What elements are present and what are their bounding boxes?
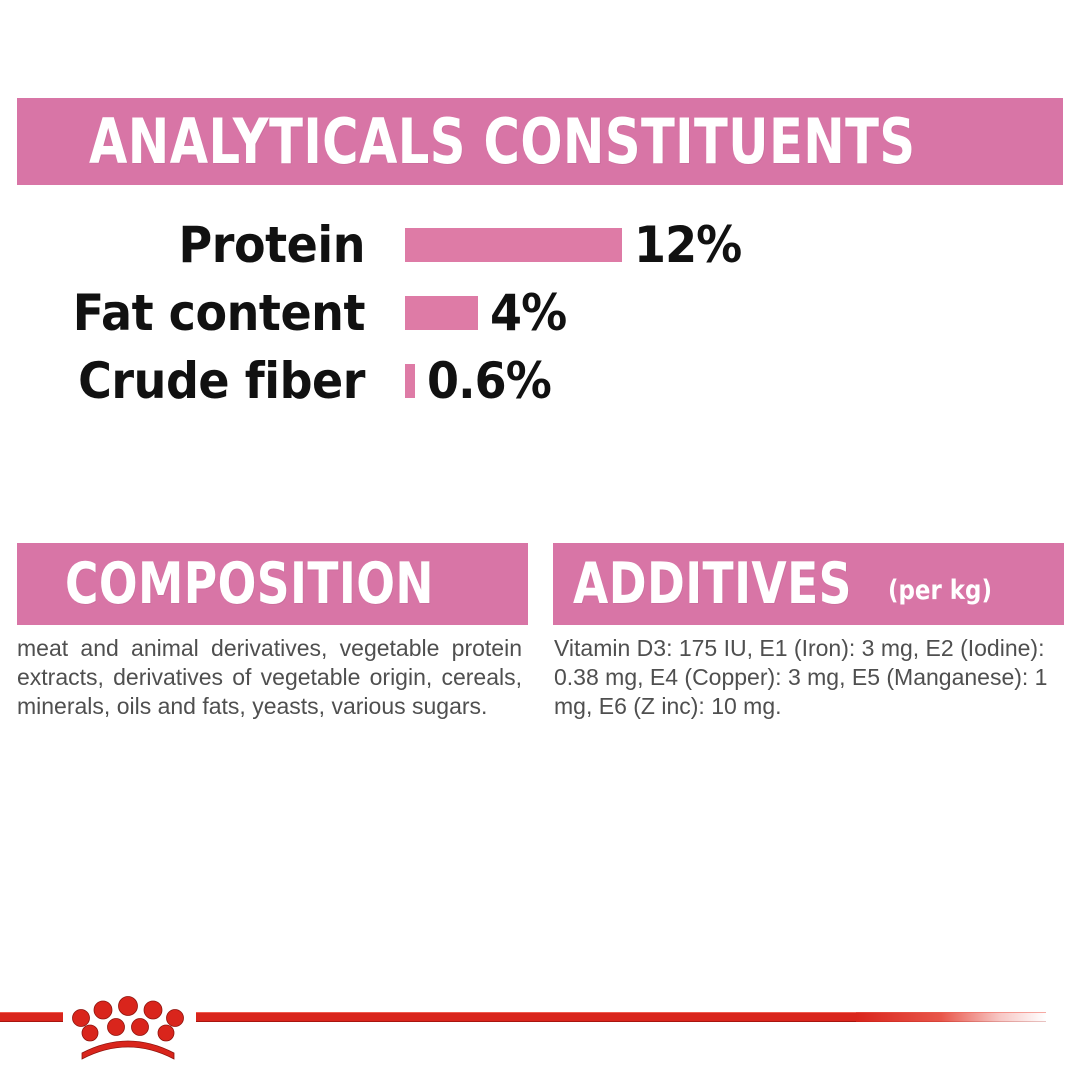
additives-heading-suffix: (per kg) <box>887 574 992 606</box>
analyticals-bar-fill <box>405 296 478 330</box>
footer-rule-right-fade <box>856 1012 1046 1022</box>
analyticals-bar-track <box>405 364 415 398</box>
footer-rule-left <box>0 1012 63 1022</box>
analyticals-bar-track <box>405 296 478 330</box>
analyticals-bar-fill <box>405 364 415 398</box>
analyticals-row-label: Protein <box>178 216 366 274</box>
footer-brand-bar <box>0 985 1080 1080</box>
analyticals-row-protein: Protein 12% <box>0 214 1080 282</box>
analyticals-heading-banner: ANALYTICALS CONSTITUENTS <box>17 98 1063 185</box>
analyticals-row-label: Fat content <box>72 284 366 342</box>
analyticals-row-value: 0.6% <box>427 352 552 410</box>
analyticals-heading-text: ANALYTICALS CONSTITUENTS <box>89 104 916 178</box>
additives-heading-text: ADDITIVES <box>573 550 852 617</box>
analyticals-chart: Protein 12% Fat content 4% Crude fiber 0… <box>0 214 1080 418</box>
analyticals-row-crude-fiber: Crude fiber 0.6% <box>0 350 1080 418</box>
composition-heading-banner: COMPOSITION <box>17 543 528 625</box>
analyticals-row-value: 4% <box>490 284 567 342</box>
analyticals-row-label: Crude fiber <box>78 352 365 410</box>
analyticals-bar-fill <box>405 228 622 262</box>
analyticals-row-fat-content: Fat content 4% <box>0 282 1080 350</box>
crown-base-arc <box>81 1040 175 1060</box>
additives-body-text: Vitamin D3: 175 IU, E1 (Iron): 3 mg, E2 … <box>554 635 1048 719</box>
composition-body-text: meat and animal derivatives, vegetable p… <box>17 635 522 719</box>
royal-canin-crown-icon <box>72 996 184 1060</box>
additives-heading-banner: ADDITIVES (per kg) <box>553 543 1064 625</box>
composition-heading-text: COMPOSITION <box>65 550 434 617</box>
footer-rule-right <box>196 1012 856 1022</box>
analyticals-bar-track <box>405 228 622 262</box>
analyticals-row-value: 12% <box>634 216 742 274</box>
